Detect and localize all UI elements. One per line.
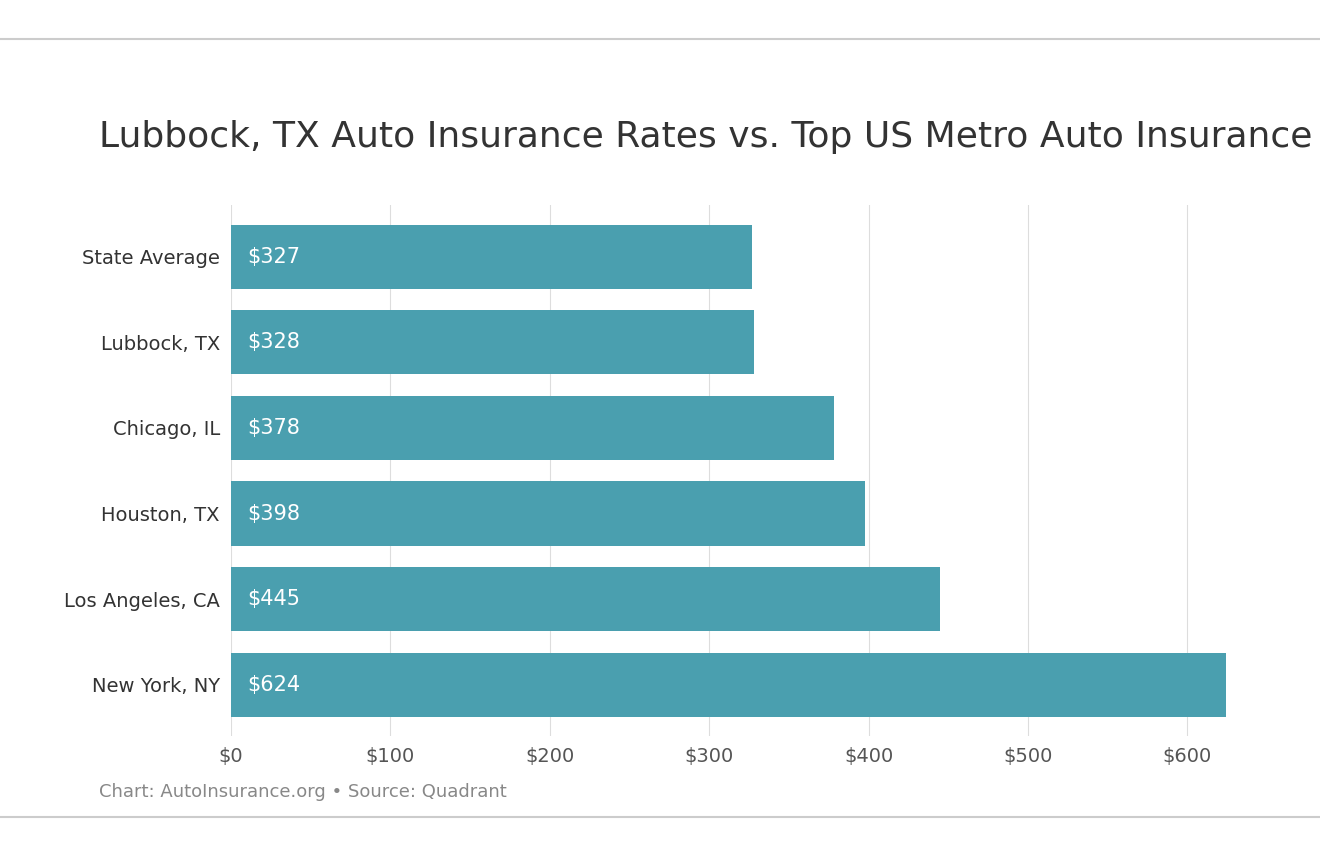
Bar <box>231 481 866 546</box>
Text: $327: $327 <box>247 247 300 267</box>
Text: $445: $445 <box>247 589 300 609</box>
Text: $328: $328 <box>247 332 300 353</box>
Text: Chart: AutoInsurance.org • Source: Quadrant: Chart: AutoInsurance.org • Source: Quadr… <box>99 782 507 801</box>
Text: $398: $398 <box>247 503 300 524</box>
Text: $378: $378 <box>247 418 300 438</box>
Bar <box>231 310 754 374</box>
Bar <box>231 652 1226 717</box>
Bar <box>231 224 752 288</box>
Bar <box>231 395 834 460</box>
Text: $624: $624 <box>247 675 300 695</box>
Text: Lubbock, TX Auto Insurance Rates vs. Top US Metro Auto Insurance Rates: Lubbock, TX Auto Insurance Rates vs. Top… <box>99 120 1320 154</box>
Bar <box>231 567 940 632</box>
